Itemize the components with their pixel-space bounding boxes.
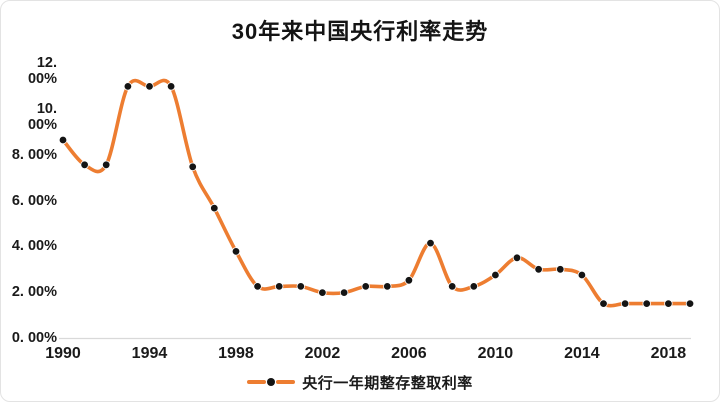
data-point-marker — [642, 299, 651, 308]
y-tick-label: 12. 00% — [27, 55, 57, 87]
legend-line-dot-marker — [247, 378, 296, 386]
data-point-marker — [620, 299, 630, 308]
data-point-marker — [253, 282, 262, 291]
legend-series-label: 央行一年期整存整取利率 — [302, 374, 473, 392]
x-tick-label: 1998 — [218, 345, 254, 362]
data-point-marker — [383, 282, 392, 291]
y-tick-label: 6. 00% — [11, 192, 57, 209]
data-point-marker — [664, 299, 673, 308]
data-point-marker — [469, 282, 478, 291]
chart-title: 30年来中国央行利率走势 — [231, 19, 489, 44]
data-point-marker — [685, 299, 695, 308]
data-point-marker — [296, 282, 305, 291]
data-point-marker — [123, 82, 133, 91]
data-point-marker — [166, 82, 176, 91]
data-point-marker — [231, 247, 241, 256]
data-point-marker — [318, 288, 327, 297]
data-point-marker — [58, 135, 68, 145]
x-tick-label: 2018 — [650, 345, 687, 362]
deposit-rate-line — [61, 78, 692, 308]
x-tick-label: 2006 — [391, 345, 427, 362]
data-point-marker — [145, 82, 154, 91]
data-point-marker — [599, 299, 608, 308]
data-point-marker — [210, 203, 219, 213]
data-point-marker — [361, 282, 370, 291]
x-tick-label: 2014 — [564, 345, 600, 362]
y-tick-label: 4. 00% — [11, 238, 57, 255]
y-tick-label: 0. 00% — [11, 330, 57, 346]
y-tick-label: 8. 00% — [11, 146, 57, 163]
x-tick-label: 2010 — [477, 345, 514, 362]
data-point-marker — [275, 282, 284, 291]
data-point-marker — [404, 276, 414, 285]
data-point-marker — [101, 160, 111, 169]
chart-legend: 央行一年期整存整取利率 — [1, 371, 719, 393]
data-point-marker — [426, 238, 435, 248]
data-point-marker — [80, 160, 89, 169]
data-point-marker — [188, 162, 197, 171]
data-point-marker — [339, 288, 349, 297]
legend-dot-icon — [267, 378, 276, 386]
y-tick-label: 10. 00% — [27, 100, 57, 133]
data-point-marker — [577, 270, 587, 280]
legend-dash-icon — [247, 380, 267, 384]
data-point-marker — [448, 282, 457, 291]
y-tick-label: 2. 00% — [11, 284, 57, 301]
x-tick-label: 1990 — [45, 345, 81, 362]
data-point-marker — [512, 253, 522, 262]
x-tick-label: 1994 — [131, 345, 168, 362]
x-tick-label: 2002 — [304, 345, 341, 362]
data-point-marker — [556, 265, 565, 274]
data-point-marker — [491, 270, 500, 280]
legend-dash-icon — [276, 380, 296, 384]
data-point-marker — [534, 265, 543, 274]
